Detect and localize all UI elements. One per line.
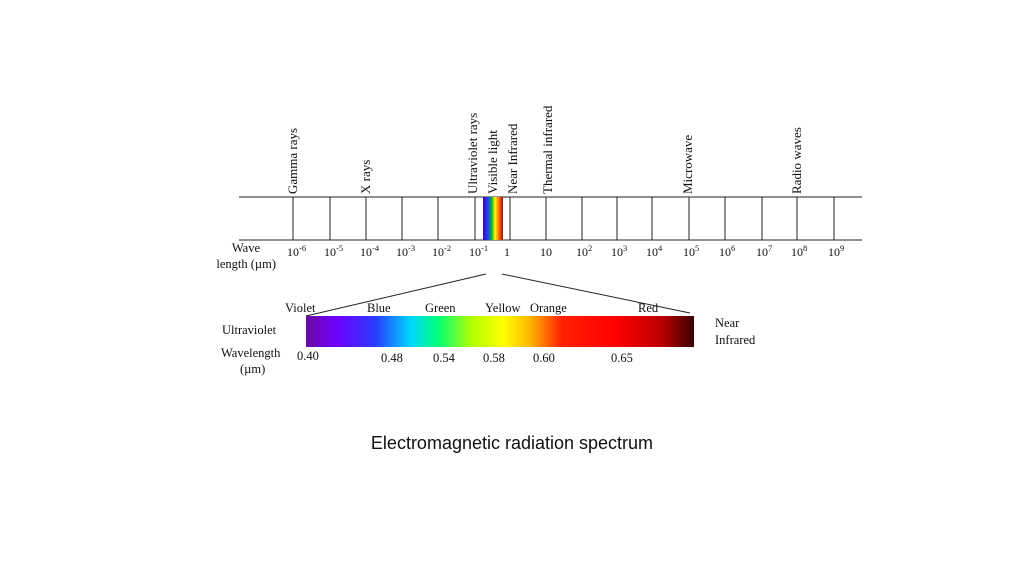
band-label: Microwave — [680, 135, 695, 194]
wavelength-label-line2: (µm) — [240, 362, 265, 376]
wave-axis-label-line1: Wave — [232, 241, 261, 255]
visible-spectrum-bar — [306, 316, 694, 347]
tick-label: 109 — [828, 243, 844, 259]
wavelength-value: 0.40 — [297, 349, 319, 363]
tick-label: 102 — [576, 243, 592, 259]
color-label-violet: Violet — [285, 301, 316, 315]
tick-label: 103 — [611, 243, 627, 259]
near-infrared-label-line1: Near — [715, 316, 740, 330]
wavelength-value: 0.60 — [533, 351, 555, 365]
tick-label: 10-6 — [287, 243, 306, 259]
tick-label: 106 — [719, 243, 735, 259]
wavelength-value: 0.65 — [611, 351, 633, 365]
band-label: Ultraviolet rays — [465, 113, 480, 194]
zoom-line-right — [501, 273, 691, 314]
tick-label: 10-4 — [360, 243, 380, 259]
tick-label: 10 — [540, 245, 552, 259]
tick-label: 10-5 — [324, 243, 343, 259]
tick-label: 108 — [791, 243, 807, 259]
ultraviolet-label: Ultraviolet — [222, 323, 277, 337]
wavelength-label-line1: Wavelength — [221, 346, 281, 360]
band-labels: Gamma rays X rays Ultraviolet rays Visib… — [285, 105, 804, 194]
tick-label: 10-3 — [396, 243, 415, 259]
near-infrared-label-line2: Infrared — [715, 333, 756, 347]
band-label: X rays — [358, 160, 373, 194]
tick-label: 10-2 — [432, 243, 451, 259]
tick-label: 104 — [646, 243, 663, 259]
band-label: Visible light — [485, 130, 500, 194]
tick-label: 107 — [756, 243, 772, 259]
tick-lines — [292, 197, 835, 240]
tick-label: 105 — [683, 243, 699, 259]
band-label: Near Infrared — [505, 123, 520, 194]
visible-band-swatch — [483, 197, 503, 240]
tick-label: 10-1 — [469, 243, 488, 259]
tick-labels: 10-6 10-5 10-4 10-3 10-2 10-1 1 10 102 103 104 105 1… — [287, 243, 844, 259]
zoom-line-left — [305, 273, 487, 317]
wavelength-value: 0.58 — [483, 351, 505, 365]
color-label-green: Green — [425, 301, 456, 315]
wavelength-value: 0.54 — [433, 351, 456, 365]
color-label-yellow: Yellow — [485, 301, 521, 315]
band-label: Gamma rays — [285, 128, 300, 194]
figure-caption: Electromagnetic radiation spectrum — [370, 433, 654, 453]
wavelength-value: 0.48 — [381, 351, 403, 365]
band-label: Radio waves — [789, 127, 804, 194]
tick-label: 1 — [504, 245, 510, 259]
wave-axis-label-line2: length (µm) — [216, 257, 276, 271]
band-label: Thermal infrared — [540, 105, 555, 194]
color-label-red: Red — [638, 301, 659, 315]
color-label-blue: Blue — [367, 301, 391, 315]
color-label-orange: Orange — [530, 301, 567, 315]
